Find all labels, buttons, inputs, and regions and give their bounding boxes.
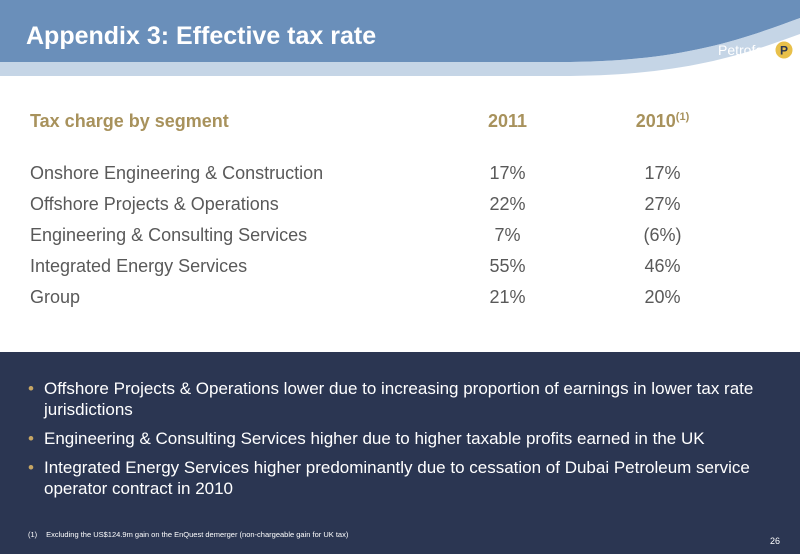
bullet-text: Engineering & Consulting Services higher… [44, 429, 705, 448]
segment-name: Group [30, 287, 81, 307]
petrofac-p-icon: P [774, 40, 794, 60]
col-2010-label: 2010 [635, 111, 676, 131]
svg-text:P: P [780, 44, 788, 58]
value-2010: 20% [644, 287, 681, 307]
value-2011: 17% [489, 163, 526, 183]
segment-name: Offshore Projects & Operations [30, 194, 279, 214]
value-2010: (6%) [643, 225, 682, 245]
segment-name: Onshore Engineering & Construction [30, 163, 324, 183]
bullet-item: • Offshore Projects & Operations lower du… [28, 378, 768, 420]
value-2011: 21% [489, 287, 526, 307]
table-heading: Tax charge by segment [30, 111, 229, 131]
value-2011: 7% [494, 225, 521, 245]
bullet-dot-icon: • [28, 429, 34, 448]
footnote: (1) Excluding the US$124.9m gain on the … [28, 530, 348, 539]
bullet-item: • Engineering & Consulting Services highe… [28, 428, 768, 449]
bullet-item: • Integrated Energy Services higher predo… [28, 457, 768, 499]
segment-name: Engineering & Consulting Services [30, 225, 308, 245]
value-2011: 22% [489, 194, 526, 214]
bullet-text: Integrated Energy Services higher predom… [44, 458, 750, 498]
bullet-text: Offshore Projects & Operations lower due… [44, 379, 754, 419]
footnote-text: Excluding the US$124.9m gain on the EnQu… [46, 530, 349, 539]
value-2010: 46% [644, 256, 681, 276]
page-number: 26 [770, 536, 781, 546]
table-row: Onshore Engineering & Construction 17% 17% [0, 163, 800, 191]
page-title: Appendix 3: Effective tax rate [26, 22, 377, 50]
table-header-row: Tax charge by segment 2011 2010(1) [0, 111, 800, 139]
commentary-panel: • Offshore Projects & Operations lower du… [0, 352, 800, 554]
value-2010: 17% [644, 163, 681, 183]
header-wave [0, 0, 800, 92]
value-2010: 27% [644, 194, 681, 214]
col-header-2010: 2010(1) [615, 111, 710, 132]
header-banner: Appendix 3: Effective tax rate Petrofac … [0, 0, 800, 92]
col-2010-footnote-ref: (1) [675, 111, 690, 123]
logo-text: Petrofac [718, 42, 771, 58]
col-header-2011: 2011 [487, 111, 528, 131]
segment-name: Integrated Energy Services [30, 256, 248, 276]
value-2011: 55% [489, 256, 526, 276]
table-row: Integrated Energy Services 55% 46% [0, 256, 800, 284]
petrofac-logo: Petrofac P [718, 38, 794, 62]
bullet-dot-icon: • [28, 379, 34, 398]
table-row: Engineering & Consulting Services 7% (6%) [0, 225, 800, 253]
bullet-list: • Offshore Projects & Operations lower du… [28, 378, 768, 507]
table-row: Offshore Projects & Operations 22% 27% [0, 194, 800, 222]
table-row: Group 21% 20% [0, 287, 800, 315]
bullet-dot-icon: • [28, 458, 34, 477]
footnote-number: (1) [28, 530, 38, 539]
